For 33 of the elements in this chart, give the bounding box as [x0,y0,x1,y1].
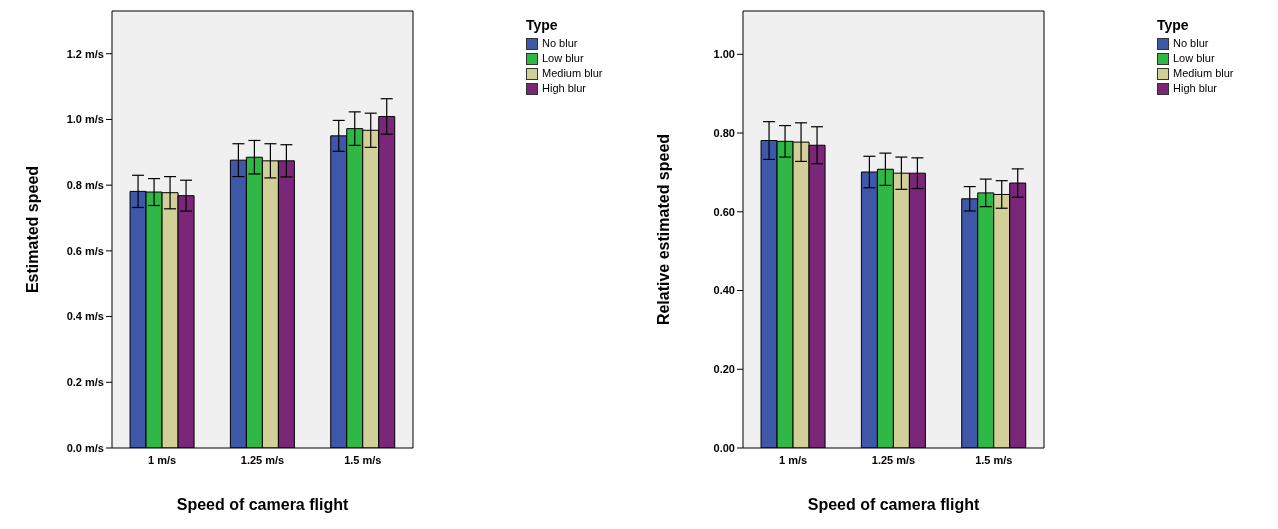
y-tick-label: 0.80 [713,126,735,139]
y-tick-label: 1.00 [713,48,735,61]
x-tick-label: 1.5 m/s [975,453,1013,466]
y-axis-title: Estimated speed [23,165,41,294]
y-tick-label: 0.60 [713,205,735,218]
legend-label: Medium blur [542,66,603,81]
y-tick-label: 0.6 m/s [66,244,104,257]
x-tick-label: 1.25 m/s [240,453,285,466]
y-tick-label: 1.2 m/s [66,47,104,60]
legend-label: Low blur [1173,51,1215,66]
x-tick-label: 1.5 m/s [344,453,382,466]
y-tick-label: 0.2 m/s [66,376,104,389]
legend-label: No blur [1173,36,1209,51]
y-tick-label: 0.40 [713,284,735,297]
legend-label: Low blur [542,51,584,66]
legend-label: High blur [1173,81,1218,96]
x-tick-label: 1.25 m/s [871,453,916,466]
legend-title: Type [1157,17,1190,33]
legend-label: No blur [542,36,578,51]
y-tick-label: 0.8 m/s [66,179,104,192]
x-axis-title: Speed of camera flight [176,496,349,513]
y-axis-title: Relative estimated speed [654,133,672,326]
y-tick-label: 0.20 [713,363,735,376]
legend-label: High blur [542,81,587,96]
y-tick-label: 0.0 m/s [66,441,104,454]
x-axis-title: Speed of camera flight [807,496,980,513]
legend-label: Medium blur [1173,66,1234,81]
x-tick-label: 1 m/s [779,453,808,466]
legend-title: Type [526,17,559,33]
y-tick-label: 1.0 m/s [66,113,104,126]
x-tick-label: 1 m/s [148,453,177,466]
y-tick-label: 0.4 m/s [66,310,104,323]
y-tick-label: 0.00 [713,441,735,454]
